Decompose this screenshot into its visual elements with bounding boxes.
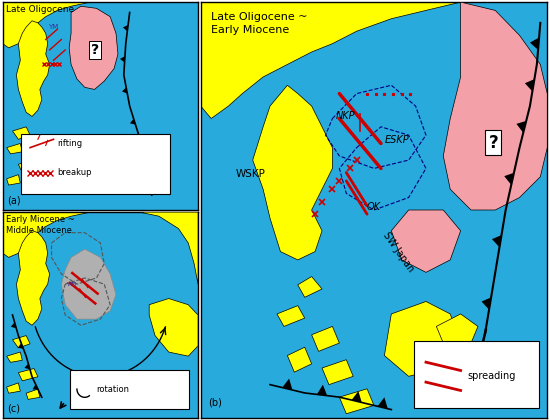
Text: YM: YM: [48, 24, 58, 30]
Polygon shape: [287, 347, 312, 372]
Text: SW Japan: SW Japan: [381, 231, 416, 274]
Text: rotation: rotation: [96, 385, 129, 394]
Polygon shape: [282, 378, 293, 390]
Polygon shape: [492, 235, 502, 247]
Polygon shape: [482, 297, 491, 310]
Text: ESKP: ESKP: [384, 136, 409, 145]
Polygon shape: [252, 85, 332, 260]
Text: OK: OK: [367, 202, 381, 212]
Text: NKP: NKP: [336, 110, 355, 121]
Polygon shape: [525, 79, 535, 92]
Polygon shape: [18, 160, 38, 173]
Polygon shape: [120, 56, 125, 63]
Text: ?: ?: [488, 134, 498, 152]
Polygon shape: [136, 372, 142, 377]
Polygon shape: [3, 212, 91, 257]
Polygon shape: [18, 343, 23, 349]
Polygon shape: [298, 276, 322, 297]
Polygon shape: [277, 306, 305, 326]
Text: WSKP: WSKP: [235, 169, 265, 179]
Polygon shape: [97, 379, 103, 385]
Polygon shape: [140, 212, 198, 284]
Polygon shape: [201, 2, 461, 118]
Polygon shape: [140, 155, 145, 161]
Polygon shape: [7, 383, 20, 393]
Polygon shape: [7, 144, 22, 154]
Polygon shape: [384, 302, 461, 376]
Polygon shape: [26, 181, 40, 191]
Polygon shape: [11, 322, 16, 328]
Polygon shape: [149, 299, 198, 356]
Polygon shape: [504, 173, 514, 185]
Polygon shape: [18, 368, 38, 381]
Polygon shape: [377, 397, 388, 409]
Polygon shape: [16, 21, 50, 116]
Text: rifting: rifting: [57, 139, 82, 148]
Polygon shape: [317, 385, 327, 396]
Polygon shape: [392, 210, 461, 272]
Polygon shape: [7, 175, 20, 185]
Polygon shape: [443, 2, 547, 210]
FancyBboxPatch shape: [70, 370, 189, 409]
Polygon shape: [62, 249, 116, 319]
Text: (a): (a): [7, 196, 20, 206]
Text: (b): (b): [208, 397, 222, 407]
FancyBboxPatch shape: [21, 134, 170, 194]
FancyBboxPatch shape: [414, 341, 538, 407]
Text: (c): (c): [7, 404, 20, 414]
Polygon shape: [322, 360, 353, 385]
Polygon shape: [436, 314, 478, 343]
Polygon shape: [156, 377, 162, 383]
Text: Late Oligocene: Late Oligocene: [6, 5, 74, 14]
Polygon shape: [117, 374, 123, 379]
Polygon shape: [13, 336, 30, 348]
Text: breakup: breakup: [57, 168, 92, 177]
Text: Early Miocene ~
Middle Miocene: Early Miocene ~ Middle Miocene: [6, 215, 74, 235]
Text: ?: ?: [91, 43, 99, 57]
Polygon shape: [3, 2, 91, 48]
Polygon shape: [351, 391, 362, 402]
Polygon shape: [123, 25, 128, 31]
Text: spreading: spreading: [468, 371, 516, 381]
Polygon shape: [16, 231, 50, 325]
Polygon shape: [516, 121, 526, 133]
Polygon shape: [130, 119, 135, 125]
Polygon shape: [69, 6, 118, 89]
Polygon shape: [122, 87, 127, 94]
Text: Late Oligocene ~
Early Miocene: Late Oligocene ~ Early Miocene: [211, 13, 307, 35]
Polygon shape: [24, 363, 30, 370]
Polygon shape: [13, 127, 30, 139]
Polygon shape: [312, 326, 339, 352]
Polygon shape: [7, 352, 22, 362]
Polygon shape: [32, 384, 38, 390]
Polygon shape: [530, 37, 539, 50]
Polygon shape: [70, 400, 75, 405]
Text: WB: WB: [67, 282, 78, 287]
Polygon shape: [339, 389, 374, 414]
Polygon shape: [81, 388, 86, 394]
Polygon shape: [26, 389, 40, 399]
